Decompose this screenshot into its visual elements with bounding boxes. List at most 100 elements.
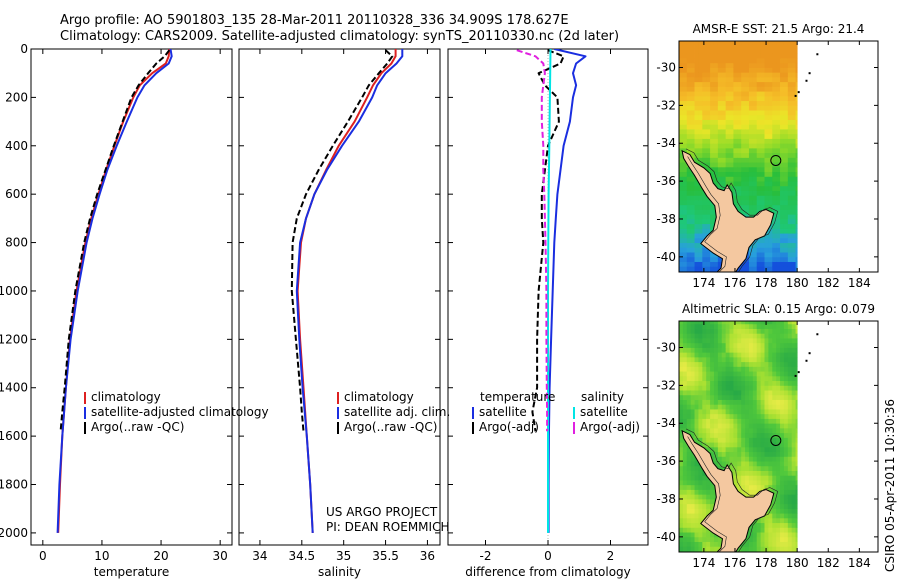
heatmap-cell bbox=[772, 503, 777, 509]
heatmap-cell bbox=[682, 366, 688, 372]
heatmap-cell bbox=[698, 442, 703, 448]
heatmap-cell bbox=[679, 129, 684, 135]
series-line-temperature-satellite bbox=[547, 49, 587, 533]
heatmap-cell bbox=[721, 423, 727, 429]
heatmap-cell bbox=[772, 176, 777, 182]
heatmap-cell bbox=[748, 541, 754, 547]
heatmap-cell bbox=[721, 138, 727, 144]
heatmap-cell bbox=[679, 81, 684, 87]
heatmap-cell bbox=[741, 200, 746, 206]
heatmap-cell bbox=[690, 129, 695, 135]
heatmap-cell bbox=[776, 508, 781, 514]
heatmap-cell bbox=[756, 328, 762, 334]
heatmap-cell bbox=[710, 58, 715, 64]
heatmap-cell bbox=[795, 361, 798, 367]
heatmap-cell bbox=[686, 484, 692, 490]
heatmap-cell bbox=[679, 256, 684, 262]
heatmap-cell bbox=[679, 91, 684, 97]
heatmap-cell bbox=[764, 119, 769, 125]
heatmap-cell bbox=[776, 498, 781, 505]
heatmap-cell bbox=[698, 385, 703, 391]
heatmap-cell bbox=[690, 209, 695, 215]
heatmap-cell bbox=[752, 404, 758, 410]
heatmap-cell bbox=[694, 223, 699, 229]
heatmap-cell bbox=[702, 541, 707, 547]
map-y-tick-label: -32 bbox=[656, 378, 676, 392]
heatmap-cell bbox=[725, 86, 730, 92]
heatmap-cell bbox=[745, 385, 750, 391]
heatmap-cell bbox=[706, 480, 711, 486]
heatmap-cell bbox=[783, 427, 789, 434]
heatmap-cell bbox=[795, 110, 798, 116]
heatmap-cell bbox=[776, 181, 781, 187]
heatmap-cell bbox=[717, 541, 723, 547]
heatmap-cell bbox=[698, 133, 703, 139]
heatmap-cell bbox=[737, 119, 742, 125]
heatmap-cell bbox=[776, 195, 781, 201]
heatmap-cell bbox=[745, 48, 750, 54]
heatmap-cell bbox=[752, 321, 758, 325]
heatmap-cell bbox=[729, 86, 734, 92]
heatmap-cell bbox=[679, 517, 684, 524]
heatmap-cell bbox=[795, 527, 798, 533]
heatmap-cell bbox=[694, 48, 699, 54]
heatmap-cell bbox=[702, 427, 707, 434]
heatmap-cell bbox=[760, 247, 765, 253]
map-y-tick-label: -38 bbox=[656, 492, 676, 506]
heatmap-cell bbox=[745, 484, 750, 490]
heatmap-cell bbox=[760, 321, 765, 325]
y-tick-label: 0 bbox=[20, 42, 28, 56]
heatmap-cell bbox=[787, 233, 793, 239]
heatmap-cell bbox=[787, 129, 793, 135]
heatmap-cell bbox=[787, 423, 793, 429]
heatmap-cell bbox=[764, 166, 769, 173]
legend-temperature: climatology satellite-adjusted climatolo… bbox=[84, 390, 269, 435]
heatmap-cell bbox=[745, 404, 750, 410]
pi-credit: PI: DEAN ROEMMICH bbox=[326, 520, 450, 534]
heatmap-cell bbox=[713, 100, 719, 106]
heatmap-cell bbox=[702, 252, 707, 258]
heatmap-cell bbox=[706, 361, 711, 367]
heatmap-cell bbox=[791, 333, 796, 339]
heatmap-cell bbox=[702, 432, 707, 438]
heatmap-cell bbox=[776, 456, 781, 462]
heatmap-cell bbox=[760, 147, 765, 154]
heatmap-cell bbox=[713, 437, 719, 443]
heatmap-cell bbox=[780, 432, 785, 438]
heatmap-cell bbox=[776, 200, 781, 206]
heatmap-cell bbox=[698, 237, 703, 244]
heatmap-cell bbox=[694, 338, 699, 344]
heatmap-cell bbox=[791, 256, 796, 262]
heatmap-cell bbox=[741, 546, 746, 552]
heatmap-cell bbox=[787, 72, 793, 78]
heatmap-cell bbox=[717, 110, 723, 116]
heatmap-cell bbox=[795, 404, 798, 410]
heatmap-cell bbox=[733, 48, 738, 54]
heatmap-cell bbox=[733, 451, 738, 457]
heatmap-cell bbox=[698, 356, 703, 363]
heatmap-cell bbox=[686, 53, 692, 59]
heatmap-cell bbox=[682, 536, 688, 542]
heatmap-cell bbox=[729, 385, 734, 391]
heatmap-cell bbox=[686, 171, 692, 177]
heatmap-cell bbox=[795, 371, 798, 377]
heatmap-cell bbox=[698, 261, 703, 267]
heatmap-cell bbox=[795, 366, 798, 372]
heatmap-cell bbox=[760, 328, 765, 334]
heatmap-cell bbox=[679, 356, 684, 363]
heatmap-cell bbox=[737, 480, 742, 486]
heatmap-cell bbox=[702, 43, 707, 49]
heatmap-cell bbox=[733, 133, 738, 139]
heatmap-cell bbox=[756, 91, 762, 97]
heatmap-cell bbox=[780, 166, 785, 173]
heatmap-cell bbox=[791, 356, 796, 363]
heatmap-cell bbox=[686, 81, 692, 87]
heatmap-cell bbox=[698, 380, 703, 386]
heatmap-cell bbox=[752, 43, 758, 49]
heatmap-cell bbox=[686, 333, 692, 339]
heatmap-cell bbox=[780, 114, 785, 120]
heatmap-cell bbox=[760, 200, 765, 206]
heatmap-cell bbox=[748, 399, 754, 405]
heatmap-cell bbox=[791, 385, 796, 391]
heatmap-cell bbox=[682, 404, 688, 410]
